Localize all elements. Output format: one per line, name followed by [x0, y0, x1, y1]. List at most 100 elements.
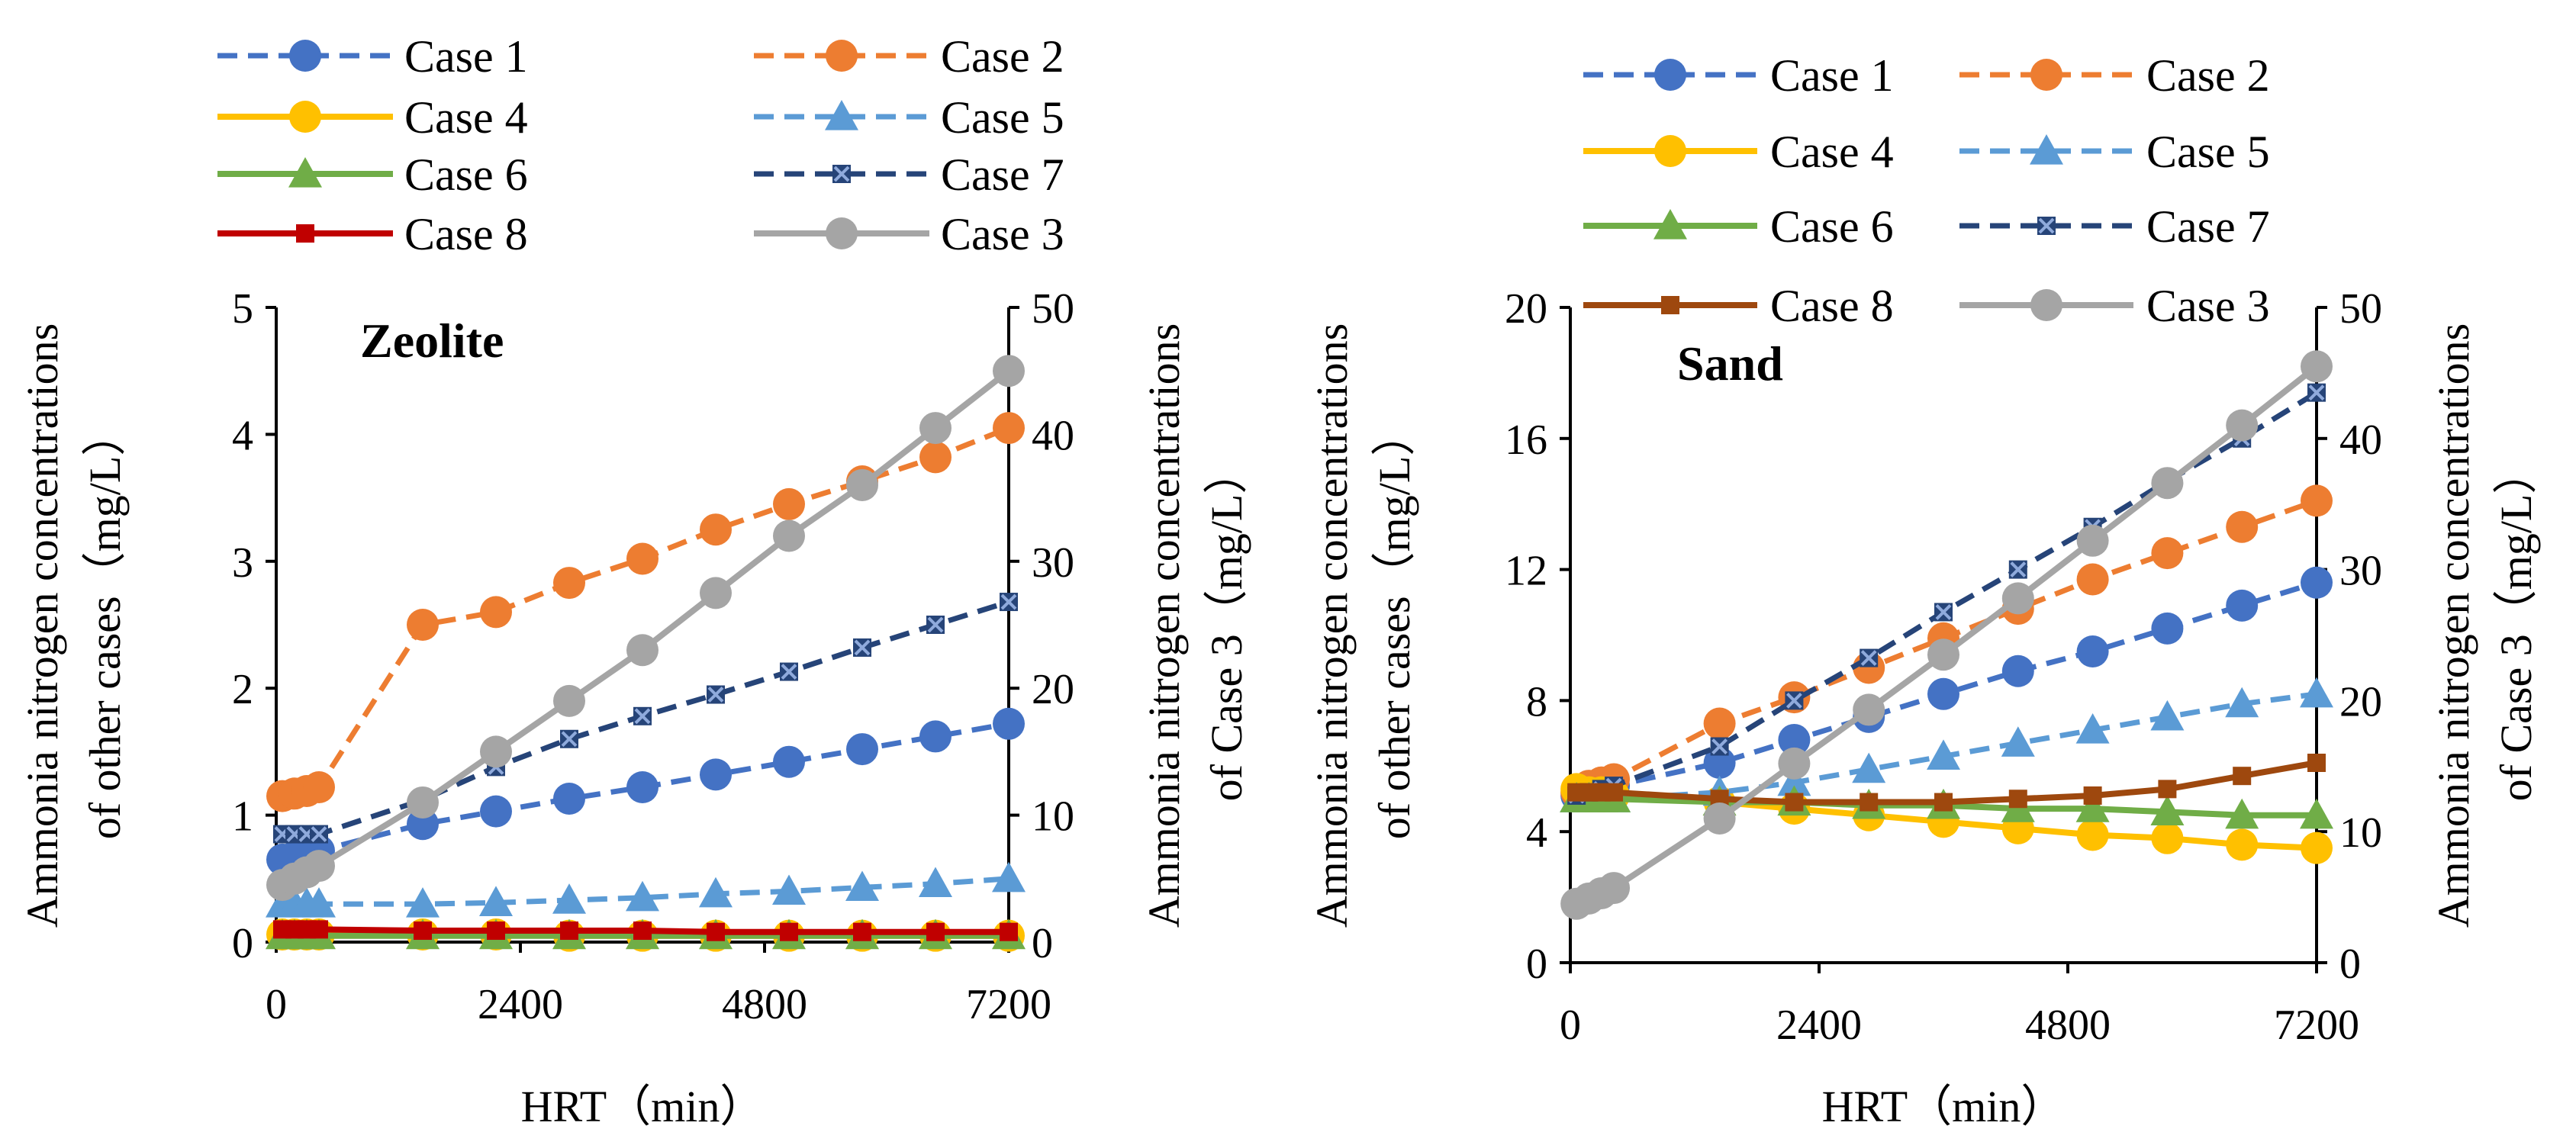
data-point-case-5: [2150, 700, 2185, 731]
data-point-case-2: [553, 567, 585, 600]
data-point-case-5: [919, 867, 952, 898]
y-right-tick-label: 50: [2339, 285, 2382, 333]
data-point-case-1: [1778, 723, 1811, 756]
y-left-tick-label: 0: [232, 920, 253, 967]
panel-title: Sand: [1677, 336, 1783, 391]
legend-entry-case-8: Case 8: [217, 209, 528, 259]
data-point-case-5: [845, 870, 879, 902]
legend-label: Case 1: [1770, 50, 1894, 101]
legend-swatch-marker: [2030, 289, 2062, 321]
data-point-case-2: [480, 596, 512, 629]
y-left-tick-label: 4: [1526, 809, 1547, 857]
data-point-case-4: [2076, 819, 2109, 851]
y-left-tick-label: 0: [1526, 941, 1547, 988]
data-point-case-5: [1777, 765, 1811, 796]
data-point-case-3: [2301, 350, 2333, 383]
y-right-tick-label: 0: [2339, 941, 2361, 988]
data-point-case-3: [1853, 693, 1885, 726]
data-point-case-2: [303, 770, 335, 803]
legend-swatch-marker: [296, 224, 314, 243]
data-point-case-8: [2307, 754, 2326, 773]
data-point-case-1: [2226, 589, 2259, 622]
x-axis-title: HRT（min）: [521, 1082, 765, 1131]
data-point-case-8: [1000, 922, 1018, 941]
legend-label: Case 2: [2146, 50, 2270, 101]
legend-label: Case 4: [404, 92, 528, 143]
x-tick-label: 2400: [478, 981, 563, 1028]
legend-swatch-marker: [826, 40, 858, 72]
data-point-case-3: [553, 684, 585, 717]
y-axis-title-right: Ammonia nitrogen concentrations of Case 3…: [2429, 323, 2541, 928]
y-left-tick-label: 5: [232, 285, 253, 333]
series-case-3: [266, 355, 1025, 902]
x-axis-title: HRT（min）: [1822, 1082, 2066, 1131]
data-point-case-3: [626, 634, 658, 667]
legend-swatch-marker: [826, 217, 858, 249]
series-case-8: [1567, 754, 2326, 812]
series-case-7: [273, 593, 1018, 844]
data-point-case-5: [626, 880, 659, 912]
data-point-case-7: [633, 706, 652, 725]
data-point-case-2: [2151, 537, 2184, 570]
data-point-case-7: [1000, 593, 1018, 612]
sand-panel: 0 4 8 12 16 20 0 10 20 30 40 50 0 2400 4800 7200 HRT（min…: [1307, 50, 2541, 1131]
data-point-case-5: [2300, 677, 2333, 708]
y-right-tick-label: 30: [2339, 548, 2382, 595]
legend-entry-case-5: Case 5: [754, 92, 1064, 143]
data-point-case-8: [560, 921, 578, 941]
data-point-case-7: [2307, 383, 2326, 402]
data-point-case-7: [707, 685, 725, 704]
data-point-case-8: [2083, 786, 2102, 805]
data-point-case-8: [1785, 793, 1804, 812]
legend-swatch-marker: [825, 100, 858, 130]
data-point-case-4: [2226, 828, 2259, 861]
data-point-case-8: [2008, 790, 2027, 809]
series-case-5: [266, 861, 1026, 918]
series-line-case-3: [281, 368, 1011, 888]
data-point-case-5: [699, 876, 733, 908]
data-point-case-5: [992, 861, 1026, 893]
data-point-case-1: [626, 770, 658, 803]
y-right-tick-label: 0: [1032, 920, 1053, 967]
data-point-case-6: [2150, 795, 2185, 826]
data-point-case-7: [1785, 691, 1804, 710]
legend-swatch-marker: [2037, 217, 2056, 235]
y-left-tick-label: 8: [1526, 678, 1547, 725]
data-point-case-7: [560, 729, 578, 748]
data-point-case-8: [780, 922, 798, 941]
legend-swatch-marker: [1654, 135, 1686, 167]
legend: Case 1 Case 2 Case 4 Case 5 Case 6 Case 7 Case…: [1583, 50, 2270, 331]
series-case-3: [1560, 350, 2333, 920]
x-tick-label: 7200: [966, 981, 1051, 1028]
legend-entry-case-7: Case 7: [754, 150, 1064, 200]
x-tick-label: 2400: [1776, 1002, 1862, 1049]
y-axis-title-left: Ammonia nitrogen concentrations of other …: [18, 323, 130, 928]
legend-entry-case-3: Case 3: [1959, 281, 2270, 331]
legend-label: Case 5: [941, 92, 1064, 143]
data-point-case-1: [846, 733, 878, 766]
legend-entry-case-2: Case 2: [754, 31, 1064, 82]
data-point-case-8: [310, 920, 328, 939]
series-case-2: [266, 412, 1025, 812]
x-tick-label: 0: [1560, 1002, 1581, 1049]
legend-label: Case 2: [941, 31, 1064, 82]
data-point-case-3: [1598, 872, 1631, 905]
data-point-case-5: [1852, 752, 1886, 783]
legend-swatch-marker: [289, 101, 321, 133]
x-tick-label: 4800: [2025, 1002, 2111, 1049]
data-point-case-8: [1860, 793, 1879, 812]
data-point-case-3: [1778, 747, 1811, 780]
panel-title: Zeolite: [360, 314, 504, 368]
legend-label: Case 8: [404, 209, 528, 259]
data-point-case-6: [2225, 798, 2259, 829]
y-left-tick-label: 2: [232, 666, 253, 713]
data-point-case-5: [552, 883, 586, 914]
legend-label: Case 7: [941, 150, 1064, 200]
legend-label: Case 6: [1770, 201, 1894, 252]
y-right-tick-label: 20: [1032, 666, 1074, 713]
series-case-1: [266, 707, 1025, 876]
legend-entry-case-1: Case 1: [217, 31, 528, 82]
legend-entry-case-6: Case 6: [1583, 201, 1894, 252]
data-point-case-7: [310, 825, 328, 844]
